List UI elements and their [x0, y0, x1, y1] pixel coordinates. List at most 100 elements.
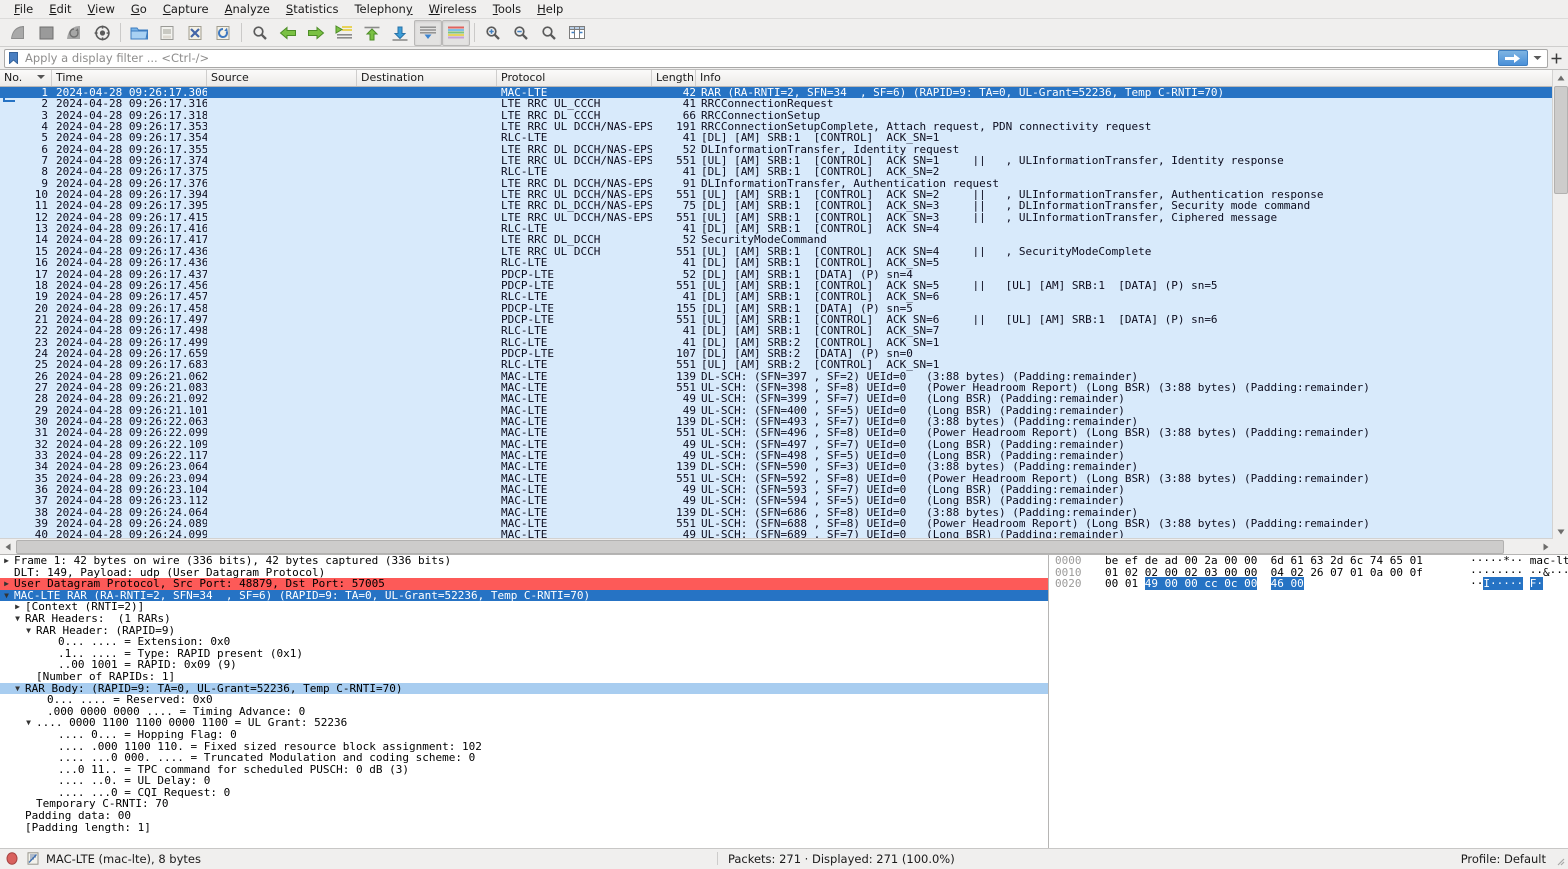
start-capture-icon[interactable]: [4, 20, 32, 46]
plus-icon[interactable]: [1548, 50, 1564, 66]
column-header-no[interactable]: No.: [0, 70, 52, 86]
tree-collapsed-icon[interactable]: ▶: [13, 601, 22, 613]
scroll-down-icon[interactable]: [1553, 524, 1568, 539]
resize-columns-icon[interactable]: [563, 20, 591, 46]
capture-options-icon[interactable]: [88, 20, 116, 46]
auto-scroll-icon[interactable]: [414, 20, 442, 46]
column-header-destination[interactable]: Destination: [357, 70, 497, 86]
detail-tree-item[interactable]: ▼RAR Headers: (1 RARs): [0, 613, 1048, 625]
capture-file-properties-icon[interactable]: [24, 852, 42, 865]
display-filter-text[interactable]: Apply a display filter ... <Ctrl-/>: [20, 51, 1498, 65]
detail-tree-item[interactable]: [Number of RAPIDs: 1]: [0, 671, 1048, 683]
zoom-in-icon[interactable]: [479, 20, 507, 46]
menu-analyze[interactable]: Analyze: [217, 1, 278, 17]
save-file-icon[interactable]: [153, 20, 181, 46]
tree-expanded-icon[interactable]: ▼: [24, 625, 33, 637]
column-header-info[interactable]: Info: [696, 70, 1568, 86]
column-header-source[interactable]: Source: [207, 70, 357, 86]
vertical-scroll-thumb[interactable]: [1554, 86, 1568, 194]
detail-tree-item[interactable]: ▼MAC-LTE RAR (RA-RNTI=2, SFN=34 , SF=6) …: [0, 590, 1048, 602]
detail-tree-item[interactable]: Padding data: 00: [0, 810, 1048, 822]
go-last-packet-icon[interactable]: [386, 20, 414, 46]
resize-grip[interactable]: [1555, 855, 1565, 865]
detail-tree-item[interactable]: 0... .... = Extension: 0x0: [0, 636, 1048, 648]
tree-collapsed-icon[interactable]: ▶: [2, 578, 11, 590]
column-header-time[interactable]: Time: [52, 70, 207, 86]
expert-info-icon[interactable]: [0, 852, 24, 865]
detail-tree-item[interactable]: .... 0... = Hopping Flag: 0: [0, 729, 1048, 741]
detail-tree-item[interactable]: .... ...0 000. .... = Truncated Modulati…: [0, 752, 1048, 764]
scroll-right-icon[interactable]: [1538, 539, 1553, 554]
tree-expanded-icon[interactable]: ▼: [13, 683, 22, 695]
zoom-out-icon[interactable]: [507, 20, 535, 46]
menu-tools[interactable]: Tools: [485, 1, 529, 17]
menu-view[interactable]: View: [80, 1, 123, 17]
menu-wireless[interactable]: Wireless: [421, 1, 485, 17]
detail-tree-item[interactable]: ▶Frame 1: 42 bytes on wire (336 bits), 4…: [0, 555, 1048, 567]
bookmark-icon[interactable]: [7, 51, 20, 66]
colorize-icon[interactable]: [442, 20, 470, 46]
tree-expanded-icon[interactable]: ▼: [2, 590, 11, 602]
stop-capture-icon[interactable]: [32, 20, 60, 46]
menu-capture[interactable]: Capture: [155, 1, 217, 17]
menu-statistics[interactable]: Statistics: [278, 1, 347, 17]
detail-tree-item[interactable]: Temporary C-RNTI: 70: [0, 798, 1048, 810]
close-file-icon[interactable]: [181, 20, 209, 46]
open-file-icon[interactable]: [125, 20, 153, 46]
detail-tree-item[interactable]: [Padding length: 1]: [0, 822, 1048, 834]
go-to-packet-icon[interactable]: [330, 20, 358, 46]
go-forward-icon[interactable]: [302, 20, 330, 46]
horizontal-scroll-thumb[interactable]: [16, 540, 1504, 554]
menu-telephony[interactable]: Telephony: [346, 1, 420, 17]
tree-collapsed-icon[interactable]: ▶: [2, 555, 11, 567]
packet-details-pane[interactable]: ▶Frame 1: 42 bytes on wire (336 bits), 4…: [0, 555, 1049, 848]
tree-expanded-icon[interactable]: ▼: [24, 717, 33, 729]
detail-tree-item[interactable]: 0... .... = Reserved: 0x0: [0, 694, 1048, 706]
restart-capture-icon[interactable]: [60, 20, 88, 46]
chevron-down-icon[interactable]: [1530, 51, 1545, 66]
go-first-packet-icon[interactable]: [358, 20, 386, 46]
find-packet-icon[interactable]: [246, 20, 274, 46]
scroll-left-icon[interactable]: [0, 539, 15, 554]
go-back-icon[interactable]: [274, 20, 302, 46]
